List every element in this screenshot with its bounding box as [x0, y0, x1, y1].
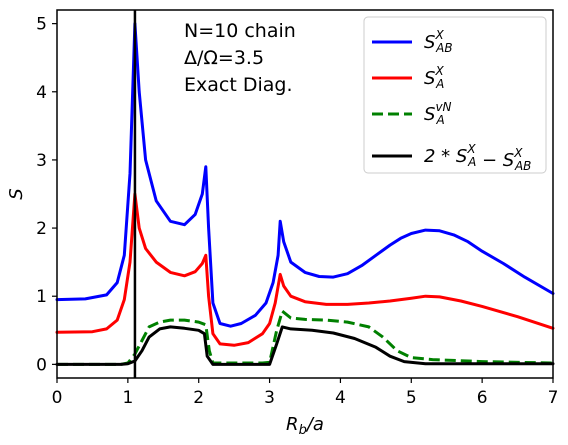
y-tick-label: 5: [36, 15, 47, 35]
x-axis-label: Rb/a: [286, 414, 324, 438]
x-tick-label: 6: [477, 388, 488, 408]
y-tick-label: 1: [36, 287, 47, 307]
series-line-4: [57, 327, 553, 365]
y-tick-label: 3: [36, 151, 47, 171]
x-tick-label: 3: [264, 388, 275, 408]
y-axis-label: S: [6, 188, 27, 199]
annotation-line-1: N=10 chain: [184, 20, 296, 42]
annotation-line-3: Exact Diag.: [184, 74, 292, 96]
y-tick-label: 4: [36, 83, 47, 103]
x-tick-label: 2: [193, 388, 204, 408]
legend-label-2: SX A: [424, 64, 444, 91]
x-tick-label: 1: [122, 388, 133, 408]
annotation-block: N=10 chain Δ/Ω=3.5 Exact Diag.: [184, 20, 296, 96]
annotation-line-2: Δ/Ω=3.5: [184, 47, 264, 69]
x-tick-label: 7: [548, 388, 559, 408]
x-tick-label: 4: [335, 388, 346, 408]
y-tick-label: 2: [36, 219, 47, 239]
x-tick-label: 5: [406, 388, 417, 408]
series-line-2: [57, 194, 553, 345]
x-tick-label: 0: [52, 388, 63, 408]
y-tick-label: 0: [36, 355, 47, 375]
series-line-3: [57, 311, 553, 364]
